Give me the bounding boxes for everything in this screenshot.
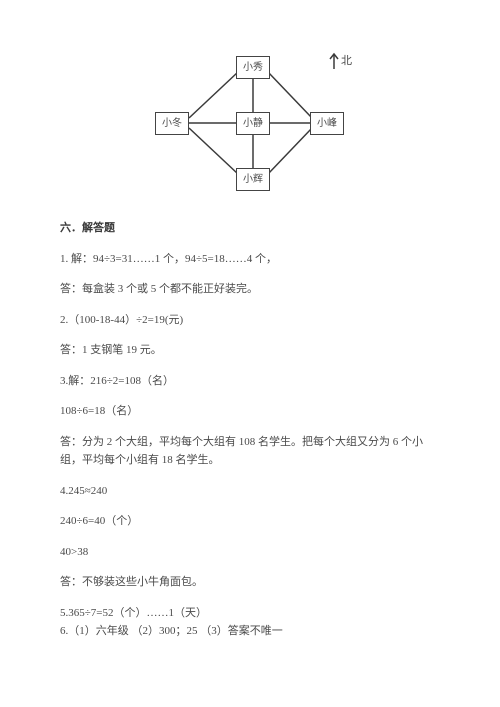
node-left: 小冬 (155, 112, 189, 135)
answer-line: 240÷6=40（个） (60, 513, 440, 530)
arrow-up-icon (329, 52, 339, 70)
node-center: 小静 (236, 112, 270, 135)
answer-line: 答：不够装这些小牛角面包。 (60, 574, 440, 591)
node-top: 小秀 (236, 56, 270, 79)
answer-line: 4.245≈240 (60, 483, 440, 500)
node-bottom: 小辉 (236, 168, 270, 191)
answer-line: 2.（100-18-44）÷2=19(元) (60, 312, 440, 329)
answer-line: 108÷6=18（名） (60, 403, 440, 420)
answer-line: 40>38 (60, 544, 440, 561)
answer-line: 5.365÷7=52（个）……1（天） (60, 605, 440, 622)
answer-line: 答：1 支钢笔 19 元。 (60, 342, 440, 359)
section-title: 六．解答题 (60, 220, 440, 237)
network-diagram: 小秀 小冬 小静 小峰 小辉 北 (140, 42, 360, 202)
node-right: 小峰 (310, 112, 344, 135)
answer-line: 答：分为 2 个大组，平均每个大组有 108 名学生。把每个大组又分为 6 个小 (60, 434, 440, 451)
answer-line: 6.（1）六年级 （2）300；25 （3）答案不唯一 (60, 623, 440, 640)
page: 小秀 小冬 小静 小峰 小辉 北 六．解答题 1. 解：94÷3=31……1 个… (0, 0, 500, 707)
north-indicator: 北 (329, 52, 352, 70)
north-label: 北 (341, 53, 352, 70)
answer-line: 1. 解：94÷3=31……1 个，94÷5=18……4 个， (60, 251, 440, 268)
answer-line: 答：每盒装 3 个或 5 个都不能正好装完。 (60, 281, 440, 298)
answer-line: 组，平均每个小组有 18 名学生。 (60, 452, 440, 469)
answer-line: 3.解：216÷2=108（名） (60, 373, 440, 390)
